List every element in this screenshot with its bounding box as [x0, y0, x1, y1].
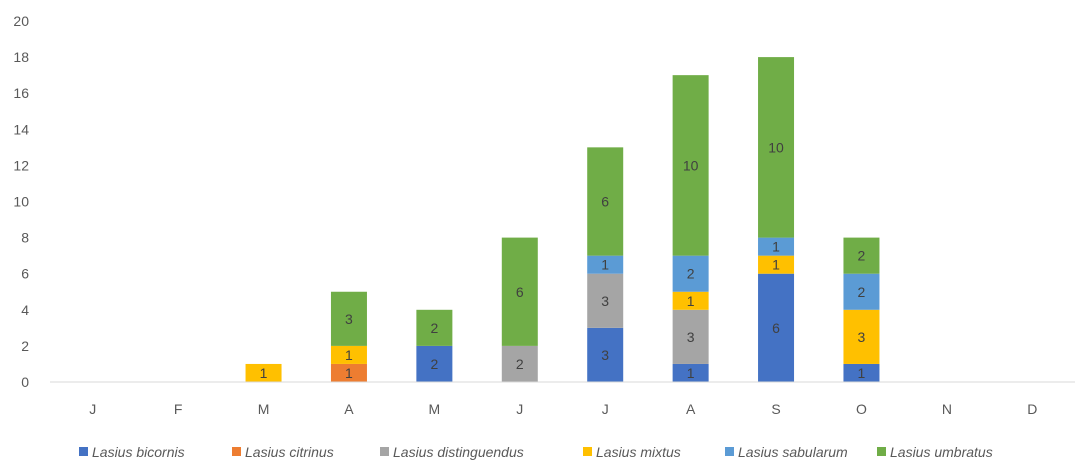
bar-segment [843, 237, 880, 274]
bar-segment [587, 327, 624, 382]
legend-swatch [583, 447, 592, 456]
bar-value-label: 1 [260, 365, 268, 381]
y-tick-label: 6 [21, 266, 29, 282]
bar-value-label: 2 [687, 266, 695, 282]
bar-segment [843, 363, 880, 382]
bar-segment [843, 309, 880, 364]
bar-value-label: 2 [430, 356, 438, 372]
bar-value-label: 10 [768, 139, 784, 155]
bars: 1 1 1 3 2 2 2 6 3 3 1 6 1 3 1 2 10 6 1 1 10 1 3 2 2 [245, 57, 880, 382]
x-tick-label: N [942, 401, 952, 417]
bar-segment [672, 291, 709, 310]
y-tick-label: 10 [13, 194, 29, 210]
bar-value-label: 1 [687, 365, 695, 381]
bar-segment [672, 255, 709, 292]
y-tick-label: 12 [13, 157, 29, 173]
bar-segment [672, 363, 709, 382]
y-tick-label: 8 [21, 230, 29, 246]
y-tick-label: 0 [21, 374, 29, 390]
legend-swatch [725, 447, 734, 456]
x-tick-label: M [429, 401, 441, 417]
x-tick-label: M [258, 401, 270, 417]
bar-value-label: 1 [687, 293, 695, 309]
x-tick-label: O [856, 401, 867, 417]
legend-swatch [79, 447, 88, 456]
bar-value-label: 3 [601, 347, 609, 363]
x-tick-label: S [771, 401, 780, 417]
legend-label: Lasius umbratus [890, 444, 993, 460]
bar-value-label: 1 [772, 257, 780, 273]
bar-value-label: 3 [345, 311, 353, 327]
bar-segment [330, 345, 367, 364]
bar-value-label: 6 [772, 320, 780, 336]
y-tick-label: 14 [13, 121, 29, 137]
bar-value-label: 3 [601, 293, 609, 309]
bar-value-label: 2 [516, 356, 524, 372]
x-tick-label: F [174, 401, 183, 417]
bar-segment [672, 75, 709, 256]
bar-value-label: 6 [601, 194, 609, 210]
y-axis-ticks: 0 2 4 6 8 10 12 14 16 18 20 [13, 13, 29, 390]
x-tick-label: A [344, 401, 354, 417]
legend-swatch [877, 447, 886, 456]
y-tick-label: 16 [13, 85, 29, 101]
bar-segment [672, 309, 709, 364]
bar-value-label: 1 [601, 257, 609, 273]
legend-label: Lasius citrinus [245, 444, 334, 460]
bar-value-label: 2 [858, 284, 866, 300]
bar-segment [501, 345, 538, 382]
bar-segment [416, 345, 453, 382]
bar-segment [416, 309, 453, 346]
bar-segment [587, 147, 624, 256]
legend-swatch [232, 447, 241, 456]
bar-value-label: 2 [430, 320, 438, 336]
bar-segment [843, 273, 880, 310]
legend: Lasius bicornis Lasius citrinus Lasius dis… [79, 444, 993, 460]
x-tick-label: J [602, 401, 609, 417]
x-tick-label: A [686, 401, 696, 417]
bar-value-label: 6 [516, 284, 524, 300]
x-tick-label: D [1027, 401, 1037, 417]
legend-label: Lasius mixtus [596, 444, 681, 460]
legend-label: Lasius distinguendus [393, 444, 524, 460]
y-tick-label: 20 [13, 13, 29, 29]
bar-value-label: 3 [858, 329, 866, 345]
bar-value-label: 3 [687, 329, 695, 345]
bar-value-label: 1 [858, 365, 866, 381]
y-tick-label: 2 [21, 338, 29, 354]
x-tick-label: J [89, 401, 96, 417]
x-tick-label: J [516, 401, 523, 417]
bar-segment [587, 255, 624, 274]
bar-value-label: 10 [683, 157, 699, 173]
bar-value-label: 1 [345, 347, 353, 363]
y-tick-label: 4 [21, 302, 29, 318]
bar-value-label: 1 [345, 365, 353, 381]
y-tick-label: 18 [13, 49, 29, 65]
bar-segment [587, 273, 624, 328]
bar-segment [330, 291, 367, 346]
legend-label: Lasius bicornis [92, 444, 185, 460]
bar-value-label: 2 [858, 248, 866, 264]
bar-segment [758, 237, 795, 256]
legend-label: Lasius sabularum [738, 444, 848, 460]
bar-segment [501, 237, 538, 346]
legend-swatch [380, 447, 389, 456]
bar-value-label: 1 [772, 239, 780, 255]
bar-segment [758, 57, 795, 238]
bar-segment [245, 363, 282, 382]
bar-segment [758, 255, 795, 274]
bar-segment [330, 363, 367, 382]
bar-segment [758, 273, 795, 382]
